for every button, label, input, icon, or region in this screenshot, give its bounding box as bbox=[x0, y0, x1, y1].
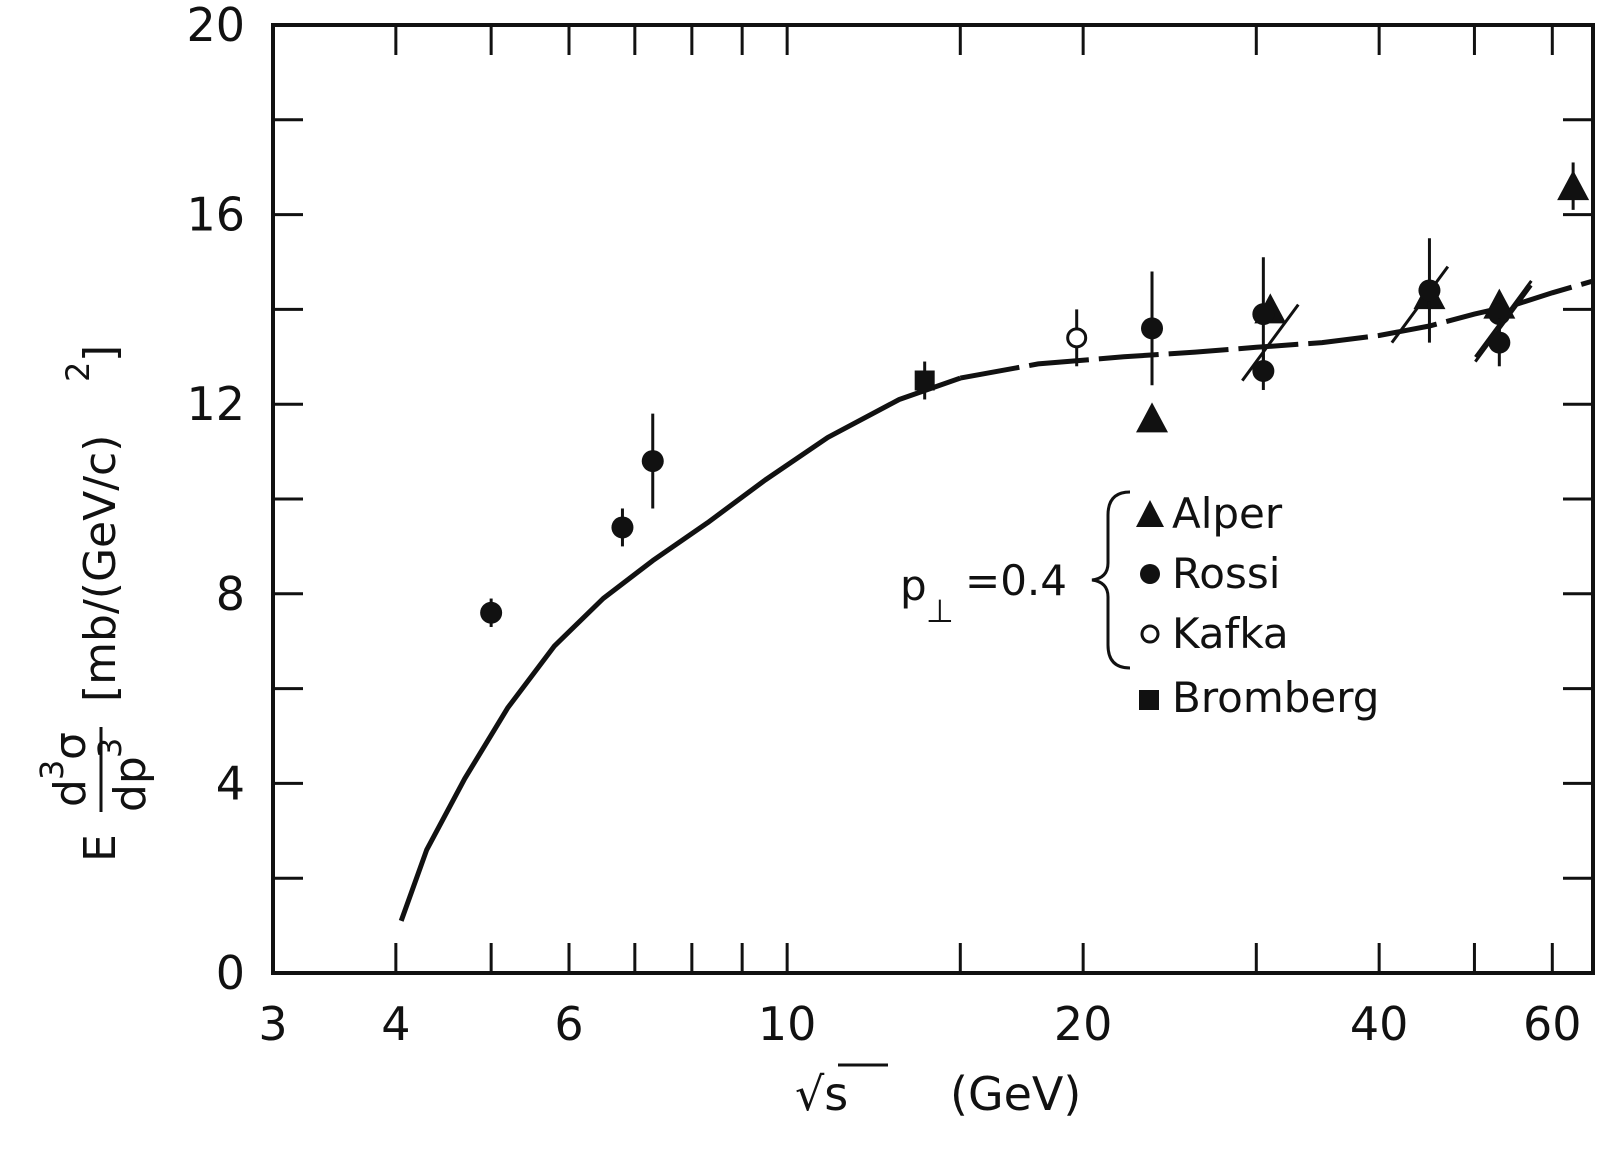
y-title-unit: [mb/(GeV/c) bbox=[75, 435, 126, 702]
y-tick-label: 8 bbox=[216, 567, 245, 621]
x-tick-label: 60 bbox=[1523, 997, 1582, 1051]
alper-point bbox=[1136, 402, 1169, 433]
rossi-point bbox=[1488, 303, 1511, 326]
rossi-point bbox=[611, 516, 634, 539]
plot-frame bbox=[271, 23, 1595, 975]
x-tick-label: 6 bbox=[554, 997, 583, 1051]
y-tick-labels: 0 4 8 12 16 20 bbox=[186, 0, 245, 1000]
slash-mark bbox=[1241, 303, 1300, 382]
rossi-point bbox=[1488, 331, 1511, 354]
bromberg-point bbox=[914, 370, 935, 391]
curve-solid bbox=[398, 375, 962, 922]
x-tick-labels: 3 4 6 10 20 40 60 bbox=[258, 997, 1581, 1051]
x-tick-label: 3 bbox=[258, 997, 287, 1051]
x-tick-label: 10 bbox=[758, 997, 817, 1051]
y-title-num-d: d bbox=[45, 779, 96, 807]
legend-kafka-label: Kafka bbox=[1172, 609, 1289, 658]
y-title-den-dp: dp bbox=[105, 756, 156, 812]
axis-ticks bbox=[273, 25, 1593, 973]
y-tick-label: 20 bbox=[186, 0, 245, 52]
y-title-num-sup: 3 bbox=[33, 760, 71, 780]
kafka-point bbox=[1066, 327, 1088, 349]
y-tick-label: 4 bbox=[216, 756, 245, 810]
y-tick-label: 12 bbox=[186, 377, 245, 431]
pt-annotation: p ⊥ =0.4 bbox=[900, 490, 1131, 670]
rossi-point bbox=[1418, 279, 1441, 302]
pt-value: =0.4 bbox=[965, 556, 1067, 605]
y-title-unit-close: ] bbox=[75, 345, 126, 362]
rossi-point bbox=[1252, 303, 1275, 326]
rossi-point bbox=[641, 450, 664, 473]
curve-dashed bbox=[959, 278, 1594, 381]
rossi-point bbox=[480, 601, 503, 624]
rossi-point bbox=[1252, 360, 1275, 383]
legend-rossi-marker bbox=[1140, 564, 1160, 584]
y-title-prefix: E bbox=[75, 834, 126, 862]
x-axis-title-sqrt: √s bbox=[795, 1067, 848, 1121]
legend-rossi-label: Rossi bbox=[1172, 549, 1280, 598]
rossi-point bbox=[1141, 317, 1164, 340]
x-tick-label: 4 bbox=[381, 997, 410, 1051]
legend-brace bbox=[1091, 490, 1131, 670]
legend-alper-marker bbox=[1136, 500, 1164, 527]
legend-bromberg-marker bbox=[1139, 690, 1159, 710]
x-tick-label: 20 bbox=[1054, 997, 1113, 1051]
legend: Alper Rossi Kafka Bromberg bbox=[1136, 489, 1379, 722]
x-axis-title-unit: (GeV) bbox=[950, 1067, 1081, 1121]
y-tick-label: 0 bbox=[216, 946, 245, 1000]
pt-symbol: p bbox=[900, 561, 927, 610]
pt-subscript: ⊥ bbox=[926, 592, 954, 630]
alper-point bbox=[1557, 170, 1590, 201]
y-title-den-sup: 3 bbox=[91, 738, 129, 758]
x-tick-label: 40 bbox=[1350, 997, 1409, 1051]
legend-alper-label: Alper bbox=[1172, 489, 1283, 538]
y-axis-title: E d 3 σ dp 3 [mb/(GeV/c) 2 ] bbox=[33, 345, 156, 862]
y-title-num-sigma: σ bbox=[45, 732, 96, 760]
legend-kafka-marker bbox=[1140, 624, 1160, 644]
data-points bbox=[480, 162, 1590, 627]
y-tick-label: 16 bbox=[186, 188, 245, 242]
legend-bromberg-label: Bromberg bbox=[1172, 673, 1379, 722]
y-title-unit-sup: 2 bbox=[59, 362, 97, 382]
